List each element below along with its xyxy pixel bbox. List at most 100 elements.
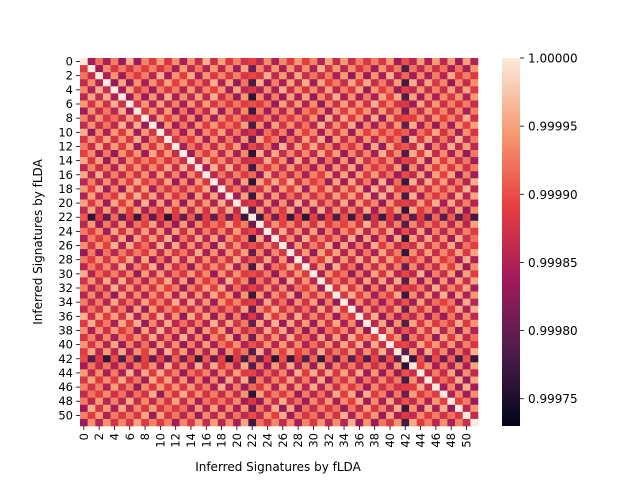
heatmap-cell [370,242,379,250]
heatmap-cell [386,291,395,299]
heatmap-cell [401,270,410,278]
heatmap-cell [455,114,463,122]
heatmap-cell [217,326,226,335]
heatmap-cell [409,185,418,193]
heatmap-cell [240,79,249,87]
heatmap-cell [156,220,165,229]
heatmap-cell [225,418,234,427]
heatmap-cell [324,348,333,356]
heatmap-cell [271,291,280,299]
heatmap-cell [432,128,441,137]
heatmap-cell [416,291,425,299]
heatmap-cell [164,234,173,243]
heatmap-cell [393,135,402,144]
heatmap-cell [455,79,463,87]
heatmap-cell [378,326,387,335]
heatmap-cell [447,277,456,285]
heatmap-cell [424,86,433,94]
heatmap-cell [95,142,104,151]
heatmap-cell [141,114,150,122]
x-tick-label: 18 [215,433,229,448]
heatmap-cell [340,390,349,398]
heatmap-cell [256,199,264,207]
heatmap-cell [240,157,249,165]
heatmap-cell [133,277,142,285]
heatmap-cell [164,341,173,349]
heatmap-cell [409,355,418,363]
heatmap-cell [401,142,410,151]
heatmap-cell [409,411,418,420]
heatmap-cell [164,355,173,363]
heatmap-cell [309,65,318,73]
heatmap-cell [148,312,157,321]
heatmap-cell [210,291,219,299]
heatmap-cell [248,326,257,335]
heatmap-cell [462,65,471,73]
heatmap-cell [462,142,471,151]
heatmap-cell [455,312,463,321]
heatmap-cell [301,249,310,257]
heatmap-cell [156,234,165,243]
heatmap-cell [309,164,318,172]
heatmap-cell [271,305,280,314]
heatmap-cell [179,185,188,193]
heatmap-cell [432,334,441,342]
heatmap-cell [432,418,441,427]
heatmap-cell [470,256,479,264]
heatmap-cell [279,171,287,179]
heatmap-cell [378,411,387,420]
heatmap-cell [118,171,127,179]
heatmap-cell [332,291,341,299]
heatmap-cell [317,411,326,420]
heatmap-cell [271,150,280,158]
heatmap-cell [386,376,395,384]
heatmap-cell [416,93,425,101]
heatmap-cell [332,348,341,356]
heatmap-cell [141,404,150,413]
heatmap-cell [171,348,180,356]
heatmap-cell [148,383,157,391]
heatmap-cell [202,312,211,321]
heatmap-cell [363,79,372,87]
heatmap-cell [470,171,479,179]
heatmap-cell [148,284,157,292]
heatmap-cell [347,270,356,278]
heatmap-cell [179,291,188,299]
heatmap-cell [110,192,119,200]
heatmap-cell [125,199,134,207]
heatmap-cell [279,383,287,391]
heatmap-cell [87,305,96,314]
heatmap-cells [80,58,479,427]
x-tick-label: 4 [107,433,121,440]
heatmap-cell [355,192,364,200]
heatmap-cell [240,341,249,349]
heatmap-cell [286,114,295,122]
heatmap-cell [148,249,157,257]
heatmap-cell [347,376,356,384]
heatmap-cell [256,390,264,398]
heatmap-cell [202,185,211,193]
y-tick-label: 26 [58,239,73,253]
heatmap-cell [179,334,188,342]
heatmap-cell [309,383,318,391]
heatmap-cell [141,107,150,115]
heatmap-cell [409,270,418,278]
heatmap-cell [279,355,287,363]
heatmap-cell [470,135,479,144]
heatmap-cell [386,107,395,115]
heatmap-cell [363,390,372,398]
heatmap-cell [393,305,402,314]
heatmap-cell [432,114,441,122]
heatmap-cell [118,185,127,193]
heatmap-cell [294,58,303,66]
heatmap-cell [179,277,188,285]
heatmap-cell [225,249,234,257]
heatmap-cell [462,72,471,80]
heatmap-cell [424,284,433,292]
heatmap-cell [294,298,303,306]
heatmap-cell [80,319,88,328]
heatmap-cell [125,418,134,427]
heatmap-cell [386,58,395,66]
heatmap-cell [202,369,211,377]
heatmap-cell [424,348,433,356]
